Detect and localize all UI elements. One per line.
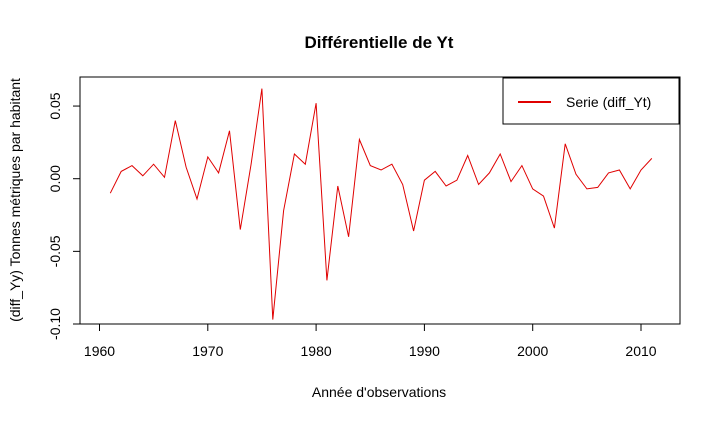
y-tick-label: -0.10 [47,308,63,340]
x-tick-label: 2010 [625,343,656,359]
x-axis: 1960 1970 1980 1990 2000 2010 [84,323,657,359]
x-tick-label: 1980 [301,343,332,359]
chart-title: Différentielle de Yt [305,33,454,52]
x-tick-label: 1970 [192,343,223,359]
x-axis-label: Année d'observations [312,384,446,400]
legend-entry-label: Serie (diff_Yt) [566,94,651,110]
x-tick-label: 1960 [84,343,115,359]
x-tick-label: 1990 [409,343,440,359]
legend: Serie (diff_Yt) [502,77,680,125]
y-axis-label: (diff_Yy) Tonnes métriques par habitant [7,78,23,322]
x-tick-label: 2000 [517,343,548,359]
y-tick-label: 0.00 [47,165,63,192]
y-axis: -0.10 -0.05 0.00 0.05 [47,92,81,340]
y-tick-label: 0.05 [47,92,63,119]
y-tick-label: -0.05 [47,235,63,267]
series-line-diff-yt [109,88,653,320]
